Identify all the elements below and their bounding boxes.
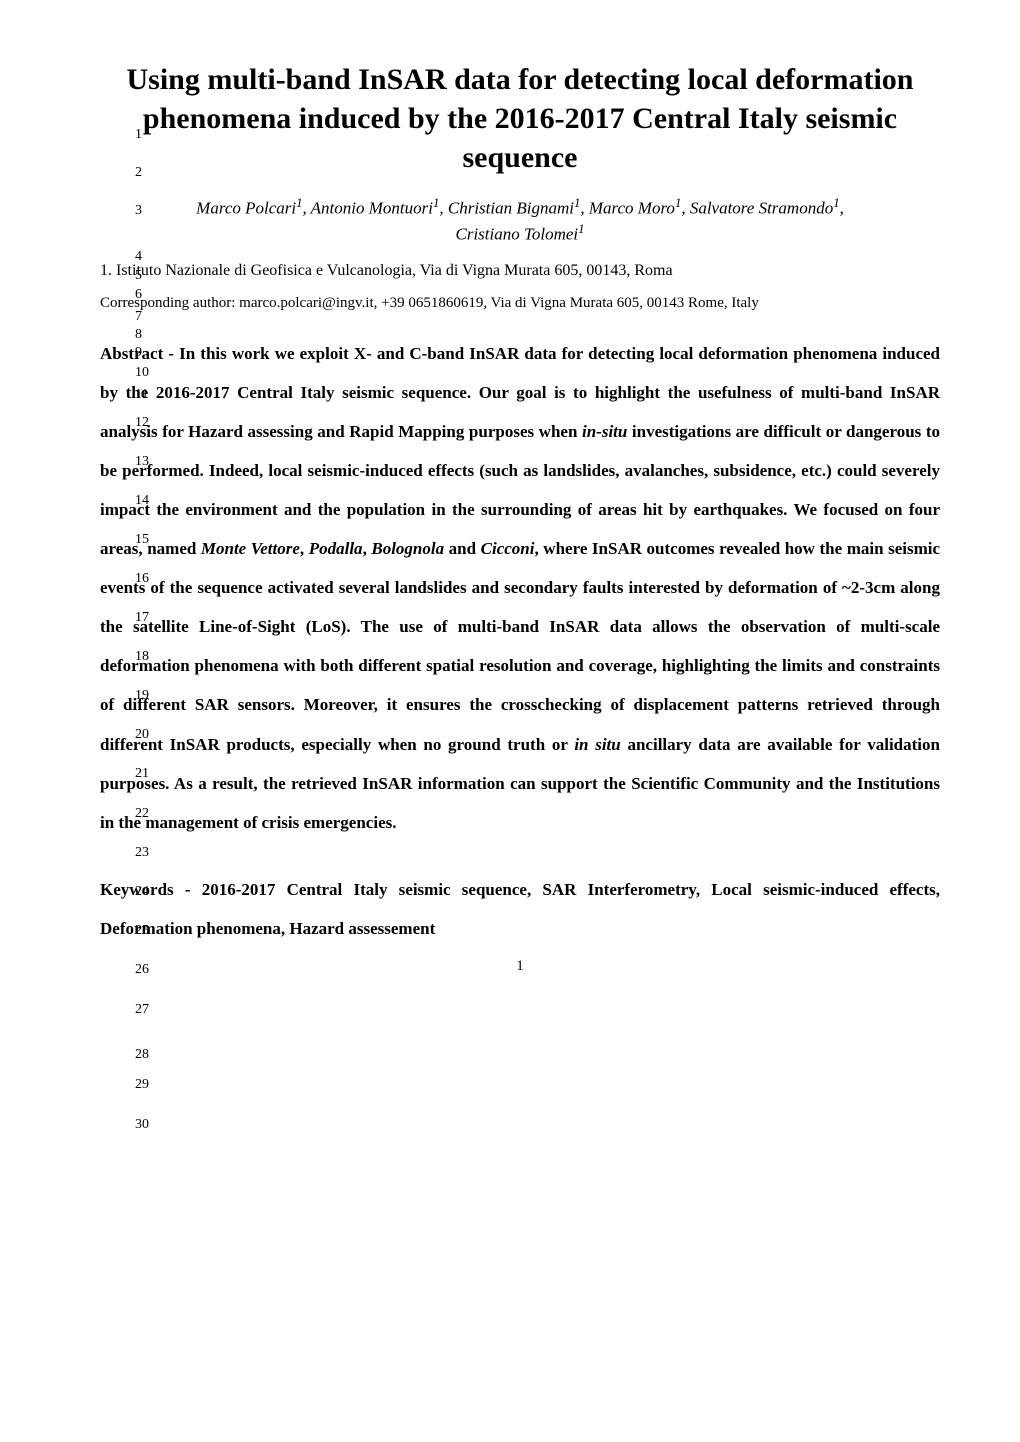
keywords-label: Keywords - <box>100 880 202 899</box>
line-num: 21 <box>135 767 149 781</box>
paper-title: Using multi-band InSAR data for detectin… <box>100 60 940 177</box>
line-num: 27 <box>135 1003 149 1017</box>
authors-list: Marco Polcari1, Antonio Montuori1, Chris… <box>100 195 940 246</box>
abstract-text: , where InSAR outcomes revealed how the … <box>100 539 940 753</box>
line-num: 13 <box>135 455 149 469</box>
abstract-italic-term: Bolognola <box>371 539 444 558</box>
line-num: 15 <box>135 533 149 547</box>
line-num: 29 <box>135 1078 149 1092</box>
author-name: , Antonio Montuori <box>302 199 433 218</box>
keywords-text: 2016-2017 Central Italy seismic sequence… <box>100 880 940 938</box>
page-content: 1 2 3 4 5 6 7 8 9 10 11 12 13 14 15 16 1… <box>100 60 940 975</box>
corresponding-author: Corresponding author: marco.polcari@ingv… <box>100 293 940 314</box>
line-num: 6 <box>135 288 142 302</box>
abstract-text: investigations are difficult or dangerou… <box>100 422 940 558</box>
comma: , <box>840 199 844 218</box>
line-num: 5 <box>135 269 142 283</box>
author-name: , Christian Bignami <box>439 199 574 218</box>
line-num: 24 <box>135 885 149 899</box>
line-num: 10 <box>135 366 149 380</box>
author-name: , Salvatore Stramondo <box>681 199 833 218</box>
author-name: Marco Polcari <box>196 199 296 218</box>
page-number: 1 <box>100 958 940 975</box>
keywords-paragraph: Keywords - 2016-2017 Central Italy seism… <box>100 870 940 948</box>
line-num: 19 <box>135 689 149 703</box>
line-num: 28 <box>135 1048 149 1062</box>
affil-sup: 1 <box>578 222 584 236</box>
line-num: 18 <box>135 650 149 664</box>
line-num: 2 <box>135 166 142 180</box>
line-num: 9 <box>135 346 142 360</box>
line-num: 1 <box>135 128 142 142</box>
line-num: 3 <box>135 204 142 218</box>
line-num: 22 <box>135 807 149 821</box>
author-name: , Marco Moro <box>580 199 675 218</box>
author-name: Cristiano Tolomei <box>455 224 578 243</box>
abstract-text: , <box>300 539 309 558</box>
abstract-italic-term: in situ <box>574 735 620 754</box>
line-num: 12 <box>135 416 149 430</box>
line-num: 8 <box>135 328 142 342</box>
abstract-italic-term: Podalla <box>309 539 363 558</box>
line-num: 17 <box>135 611 149 625</box>
line-num: 25 <box>135 924 149 938</box>
line-num: 26 <box>135 963 149 977</box>
abstract-text: and <box>444 539 481 558</box>
abstract-paragraph: Abstract - In this work we exploit X- an… <box>100 334 940 842</box>
abstract-italic-term: Cicconi <box>481 539 535 558</box>
line-num: 23 <box>135 846 149 860</box>
line-num: 16 <box>135 572 149 586</box>
line-num: 4 <box>135 250 142 264</box>
line-num: 7 <box>135 310 142 324</box>
abstract-italic-term: Monte Vettore <box>201 539 300 558</box>
line-num: 11 <box>135 388 148 402</box>
abstract-italic-term: in-situ <box>582 422 627 441</box>
affiliation: 1. Istituto Nazionale di Geofisica e Vul… <box>100 260 940 282</box>
line-num: 20 <box>135 728 149 742</box>
line-num: 14 <box>135 494 149 508</box>
line-num: 30 <box>135 1118 149 1132</box>
